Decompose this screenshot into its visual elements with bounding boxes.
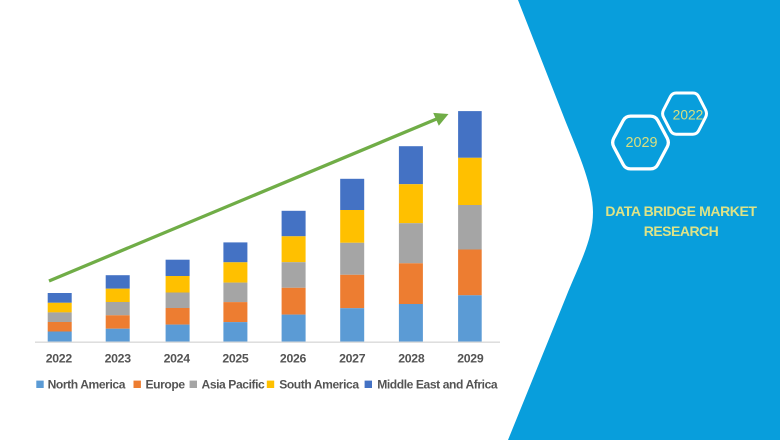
svg-text:2025: 2025 [222, 351, 249, 365]
svg-text:2022: 2022 [673, 107, 704, 122]
svg-text:RESEARCH: RESEARCH [644, 223, 719, 239]
svg-text:2023: 2023 [105, 351, 132, 365]
svg-text:North America: North America [48, 378, 126, 392]
svg-text:South America: South America [279, 378, 359, 392]
svg-text:Asia Pacific: Asia Pacific [202, 378, 266, 392]
svg-text:2022: 2022 [46, 351, 73, 365]
svg-text:Middle East and Africa: Middle East and Africa [377, 378, 498, 392]
svg-text:Europe: Europe [146, 378, 186, 392]
svg-text:DATA BRIDGE MARKET: DATA BRIDGE MARKET [605, 203, 757, 219]
svg-text:2029: 2029 [457, 351, 484, 365]
svg-text:2024: 2024 [164, 351, 191, 365]
svg-text:2027: 2027 [339, 351, 366, 365]
svg-text:2029: 2029 [625, 135, 657, 151]
svg-text:2028: 2028 [398, 351, 425, 365]
svg-text:2026: 2026 [280, 351, 307, 365]
